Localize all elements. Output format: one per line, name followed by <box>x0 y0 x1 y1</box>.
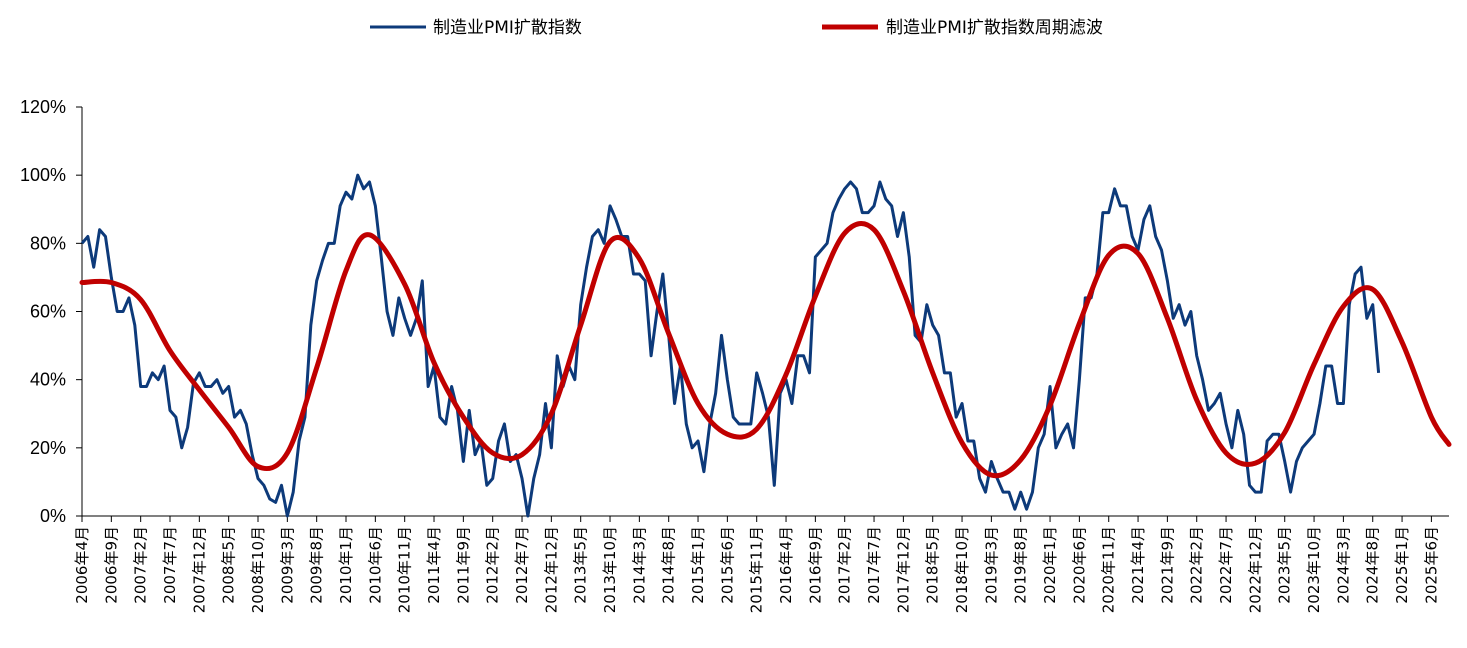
x-tick-label: 2009年3月 <box>278 526 296 604</box>
x-tick-label: 2012年2月 <box>484 526 502 604</box>
x-tick-label: 2018年5月 <box>924 526 942 604</box>
x-tick-label: 2011年4月 <box>425 526 443 604</box>
legend-label-1: 制造业PMI扩散指数 <box>433 18 582 38</box>
x-tick-label: 2014年8月 <box>660 526 678 604</box>
x-tick-label: 2015年11月 <box>748 526 766 613</box>
x-tick-label: 2022年7月 <box>1217 526 1235 604</box>
x-tick-label: 2018年10月 <box>953 526 971 613</box>
x-tick-label: 2025年1月 <box>1393 526 1411 604</box>
x-tick-label: 2012年7月 <box>513 526 531 604</box>
x-tick-label: 2010年6月 <box>366 526 384 604</box>
x-tick-label: 2010年1月 <box>337 526 355 604</box>
y-tick-label: 40% <box>30 370 66 390</box>
x-tick-label: 2016年4月 <box>777 526 795 604</box>
x-tick-label: 2025年6月 <box>1422 526 1440 604</box>
x-tick-label: 2015年6月 <box>718 526 736 604</box>
x-tick-label: 2023年5月 <box>1276 526 1294 604</box>
x-tick-label: 2013年10月 <box>601 526 619 613</box>
series-line-pmi-diffusion <box>80 173 1381 518</box>
x-tick-label: 2016年9月 <box>806 526 824 604</box>
y-tick-label: 0% <box>40 506 66 526</box>
x-tick-label: 2015年1月 <box>689 526 707 604</box>
x-tick-label: 2022年2月 <box>1188 526 1206 604</box>
x-tick-label: 2007年12月 <box>190 526 208 613</box>
series-layer <box>79 173 1452 518</box>
x-tick-label: 2017年2月 <box>836 526 854 604</box>
x-tick-label: 2020年6月 <box>1070 526 1088 604</box>
x-tick-label: 2008年5月 <box>220 526 238 604</box>
x-tick-label: 2019年3月 <box>982 526 1000 604</box>
x-tick-label: 2006年9月 <box>102 526 120 604</box>
x-tick-label: 2009年8月 <box>308 526 326 604</box>
x-tick-label: 2013年5月 <box>572 526 590 604</box>
x-tick-label: 2024年3月 <box>1334 526 1352 604</box>
x-tick-label: 2020年11月 <box>1100 526 1118 613</box>
x-tick-label: 2024年8月 <box>1364 526 1382 604</box>
x-tick-label: 2007年2月 <box>132 526 150 604</box>
y-tick-label: 20% <box>30 438 66 458</box>
x-tick-label: 2020年1月 <box>1041 526 1059 604</box>
y-tick-label: 120% <box>20 97 66 117</box>
y-tick-label: 80% <box>30 233 66 253</box>
series-line-pmi-cycle-filter <box>79 221 1452 479</box>
x-tick-label: 2021年9月 <box>1158 526 1176 604</box>
x-tick-label: 2022年12月 <box>1246 526 1264 613</box>
x-tick-label: 2014年3月 <box>630 526 648 604</box>
x-tick-label: 2007年7月 <box>161 526 179 604</box>
legend-label-2: 制造业PMI扩散指数周期滤波 <box>886 18 1103 38</box>
x-tick-label: 2023年10月 <box>1305 526 1323 613</box>
x-tick-label: 2017年7月 <box>865 526 883 604</box>
x-tick-label: 2011年9月 <box>454 526 472 604</box>
x-tick-label: 2010年11月 <box>396 526 414 613</box>
axes: 0% 20% 40% 60% 80% 100% 120% 2006年4月 2006年9月 2007… <box>20 97 1449 613</box>
x-tick-label: 2008年10月 <box>249 526 267 613</box>
x-tick-label: 2006年4月 <box>73 526 91 604</box>
x-tick-label: 2019年8月 <box>1012 526 1030 604</box>
x-tick-label: 2017年12月 <box>894 526 912 613</box>
legend: 制造业PMI扩散指数 制造业PMI扩散指数周期滤波 <box>370 18 1103 38</box>
y-tick-label: 100% <box>20 165 66 185</box>
x-tick-label: 2021年4月 <box>1129 526 1147 604</box>
y-tick-label: 60% <box>30 302 66 322</box>
x-tick-label: 2012年12月 <box>542 526 560 613</box>
